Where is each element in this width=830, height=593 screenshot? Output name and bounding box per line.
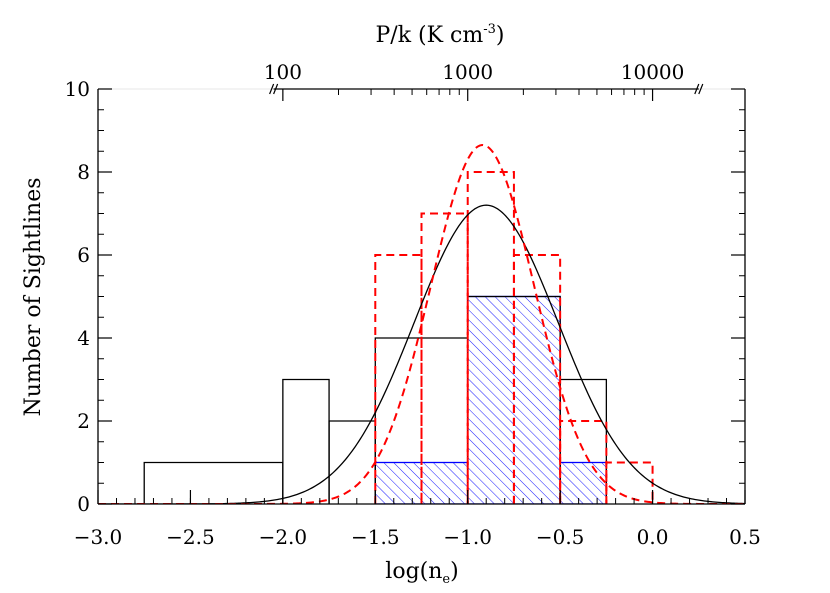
x-axis-title: log(ne) (385, 559, 458, 587)
y-tick-label: 8 (77, 160, 90, 184)
red-dashed-histogram-bar (420, 212, 469, 504)
x-axis-title-close: ) (450, 559, 459, 584)
red-dashed-histogram-bar (466, 171, 515, 504)
x-axis-title-sub: e (442, 572, 450, 587)
x-tick-label: −0.5 (536, 525, 585, 549)
y-tick-label: 2 (77, 409, 90, 433)
top-axis-title: P/k (K cm-3) (376, 22, 505, 48)
black-histogram-bar (328, 420, 376, 504)
y-tick-label: 10 (65, 77, 90, 101)
y-tick-label: 6 (77, 243, 90, 267)
axis-break-mark (698, 83, 704, 95)
x-tick-label: 0.0 (637, 525, 669, 549)
red-dashed-histogram-bar (605, 461, 654, 504)
top-tick-label: 100 (264, 60, 302, 84)
top-axis-title-close: ) (496, 23, 505, 48)
top-tick-label: 1000 (442, 60, 493, 84)
x-tick-label: −2.5 (166, 525, 215, 549)
red-dashed-gaussian-fit (98, 144, 745, 504)
x-tick-label: −3.0 (74, 525, 123, 549)
x-axis-title-base: log(n (385, 559, 442, 584)
axis-break-mark (273, 83, 279, 95)
x-tick-label: −1.5 (351, 525, 400, 549)
black-histogram-bar (143, 461, 284, 504)
red-dashed-histogram-bar (512, 254, 562, 504)
top-axis-title-main: P/k (K cm (376, 23, 484, 48)
x-tick-label: −1.0 (443, 525, 492, 549)
black-histogram-bar (282, 378, 330, 504)
y-axis-title: Number of Sightlines (21, 177, 46, 416)
y-tick-label: 0 (77, 492, 90, 516)
top-tick-label: 10000 (621, 60, 685, 84)
hatched-bin-fill (560, 462, 607, 504)
x-tick-label: −2.0 (259, 525, 308, 549)
axes: −3.0 −2.5 −2.0 −1.5 −1.0 −0.5 0.0 0.5 0 2 4 6 8 10 100… (65, 60, 761, 549)
axis-break-mark (694, 83, 700, 95)
top-axis-title-sup: -3 (483, 22, 496, 37)
axis-break-mark (269, 83, 275, 95)
x-tick-label: 0.5 (729, 525, 761, 549)
y-tick-label: 4 (77, 326, 90, 350)
plot-area (98, 144, 745, 504)
